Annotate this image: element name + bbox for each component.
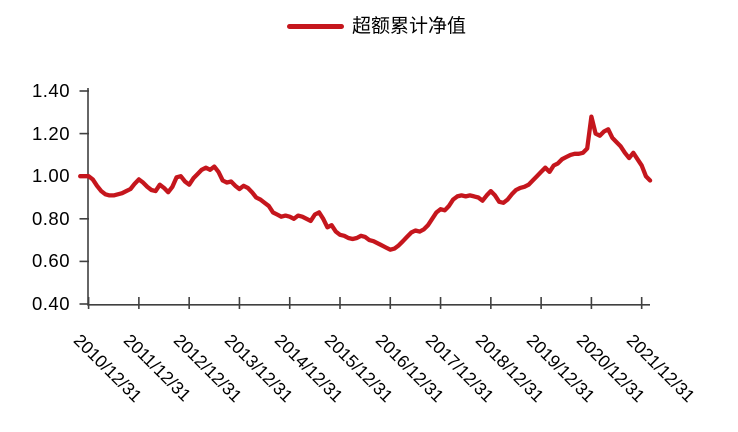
series-line-excess-cumulative-nav — [78, 114, 653, 252]
legend-label: 超额累计净值 — [352, 15, 467, 37]
y-tick-label: 1.20 — [31, 122, 70, 144]
y-tick-label: 1.40 — [31, 80, 70, 101]
legend: 超额累计净值 — [287, 14, 466, 38]
y-tick-label: 0.80 — [31, 207, 70, 229]
y-tick-label: 0.40 — [31, 293, 70, 314]
y-tick-label: 0.60 — [31, 250, 70, 272]
y-tick-label: 1.00 — [31, 165, 70, 187]
legend-line-swatch — [287, 23, 344, 29]
